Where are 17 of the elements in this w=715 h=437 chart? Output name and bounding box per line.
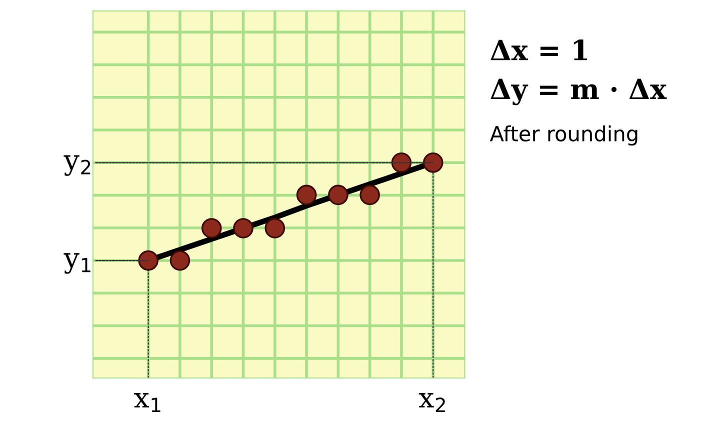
- point: [422, 152, 444, 173]
- point: [391, 152, 412, 173]
- text: Δy = m · Δx: [490, 78, 667, 106]
- point: [201, 218, 222, 238]
- point: [328, 184, 348, 206]
- point: [233, 218, 254, 238]
- text: After rounding: [490, 125, 638, 146]
- point: [170, 250, 190, 271]
- x-tick-label: x$_{2}$: [418, 393, 445, 412]
- point: [296, 184, 317, 206]
- text: Δx = 1: [490, 39, 588, 60]
- point: [360, 184, 380, 206]
- annotation: y$_{1}$: [64, 253, 90, 274]
- annotation: y$_{2}$: [64, 155, 90, 176]
- point: [264, 218, 286, 238]
- point: [138, 250, 158, 271]
- x-tick-label: x$_{1}$: [134, 393, 160, 412]
